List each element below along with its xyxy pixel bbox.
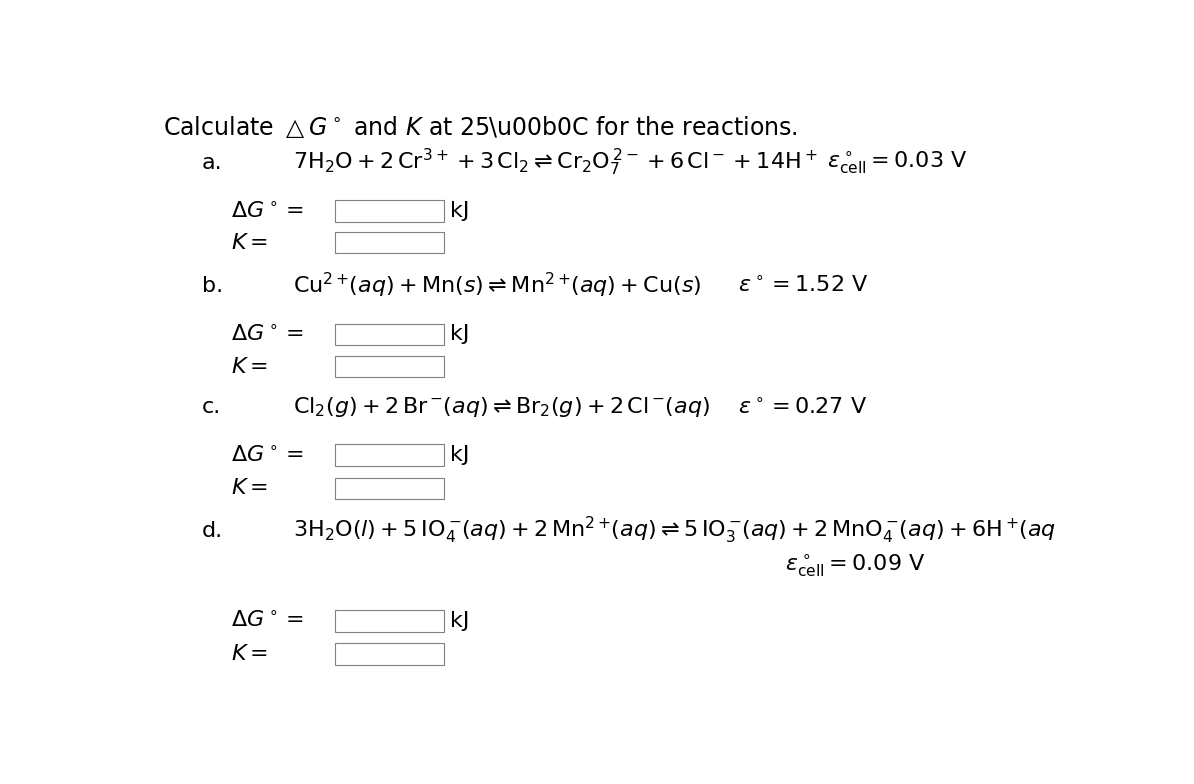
Text: $K =$: $K =$: [230, 233, 267, 252]
FancyBboxPatch shape: [336, 232, 444, 253]
Text: d.: d.: [202, 521, 223, 541]
Text: b.: b.: [202, 276, 223, 296]
Text: $K =$: $K =$: [230, 644, 267, 664]
FancyBboxPatch shape: [336, 643, 444, 665]
Text: kJ: kJ: [450, 201, 469, 221]
Text: $\Delta G^\circ =$: $\Delta G^\circ =$: [230, 611, 303, 631]
FancyBboxPatch shape: [336, 477, 444, 499]
Text: $\Delta G^\circ =$: $\Delta G^\circ =$: [230, 445, 303, 466]
Text: kJ: kJ: [450, 611, 469, 631]
Text: $\varepsilon^\circ_\mathrm{cell} = 0.09\ \mathrm{V}$: $\varepsilon^\circ_\mathrm{cell} = 0.09\…: [784, 552, 925, 579]
Text: $\varepsilon^\circ_\mathrm{cell} = 0.03\ \mathrm{V}$: $\varepsilon^\circ_\mathrm{cell} = 0.03\…: [827, 149, 968, 176]
Text: $\mathrm{Cl_2}(g) + 2\,\mathrm{Br^-}\!(aq) \rightleftharpoons \mathrm{Br_2}(g) +: $\mathrm{Cl_2}(g) + 2\,\mathrm{Br^-}\!(a…: [293, 395, 709, 419]
Text: c.: c.: [202, 397, 221, 417]
FancyBboxPatch shape: [336, 445, 444, 466]
Text: $\varepsilon^\circ = 0.27\ \mathrm{V}$: $\varepsilon^\circ = 0.27\ \mathrm{V}$: [738, 397, 868, 418]
Text: $\varepsilon^\circ = 1.52\ \mathrm{V}$: $\varepsilon^\circ = 1.52\ \mathrm{V}$: [738, 275, 869, 296]
Text: $\Delta G^\circ =$: $\Delta G^\circ =$: [230, 201, 303, 221]
FancyBboxPatch shape: [336, 610, 444, 632]
Text: $K =$: $K =$: [230, 357, 267, 376]
Text: Calculate $\triangle G^\circ$ and $K$ at 25\u00b0C for the reactions.: Calculate $\triangle G^\circ$ and $K$ at…: [164, 114, 798, 140]
Text: a.: a.: [202, 153, 222, 172]
FancyBboxPatch shape: [336, 324, 444, 345]
Text: $\mathrm{Cu^{2+}}\!(aq) + \mathrm{Mn}(s) \rightleftharpoons \mathrm{Mn^{2+}}\!(a: $\mathrm{Cu^{2+}}\!(aq) + \mathrm{Mn}(s)…: [293, 271, 701, 300]
Text: kJ: kJ: [450, 445, 469, 465]
Text: $K =$: $K =$: [230, 478, 267, 499]
Text: $7\mathrm{H_2O} + 2\,\mathrm{Cr^{3+}} + 3\,\mathrm{Cl_2} \rightleftharpoons \mat: $7\mathrm{H_2O} + 2\,\mathrm{Cr^{3+}} + …: [293, 147, 817, 178]
FancyBboxPatch shape: [336, 356, 444, 377]
Text: $\Delta G^\circ =$: $\Delta G^\circ =$: [230, 324, 303, 345]
Text: kJ: kJ: [450, 325, 469, 344]
Text: $3\mathrm{H_2O}(l) + 5\,\mathrm{IO_4^-}\!(aq) + 2\,\mathrm{Mn^{2+}}\!(aq) \right: $3\mathrm{H_2O}(l) + 5\,\mathrm{IO_4^-}\…: [293, 515, 1055, 546]
FancyBboxPatch shape: [336, 201, 444, 222]
